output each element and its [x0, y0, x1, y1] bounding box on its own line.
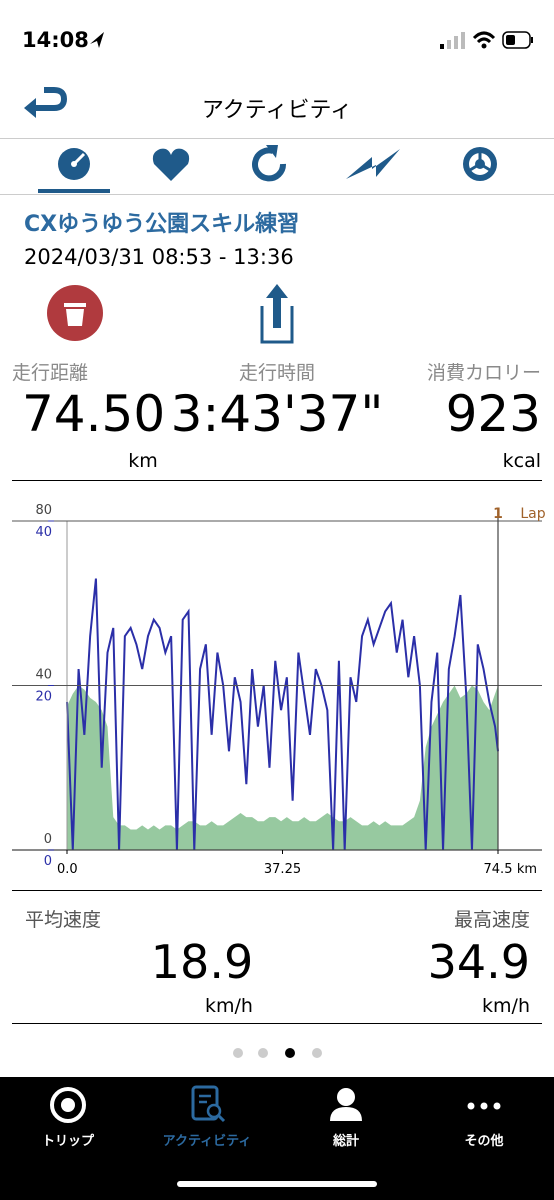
heart-tab[interactable]	[152, 148, 190, 181]
x-tick-label: 74.5	[484, 862, 513, 877]
lap-tab[interactable]	[252, 145, 287, 182]
trip-tab[interactable]	[50, 1087, 86, 1123]
y-tick-label: 80	[35, 503, 52, 518]
summary-value: 34.9	[427, 935, 530, 989]
y-tick-label: 40	[35, 668, 52, 683]
power-tab[interactable]	[346, 149, 400, 179]
lap-number: 1	[493, 506, 503, 522]
page-indicator	[233, 1048, 322, 1058]
stat-value: 3:43'37"	[170, 385, 384, 443]
stat-unit: km	[128, 450, 158, 472]
y2-tick-label: 20	[35, 690, 52, 705]
status-icons	[90, 31, 533, 49]
divider	[0, 194, 554, 195]
summary-label: 最高速度	[453, 909, 530, 931]
divider	[0, 138, 554, 139]
action-buttons	[47, 284, 294, 344]
summary-unit: km/h	[482, 995, 530, 1017]
x-tick-label: 0.0	[57, 862, 78, 877]
summary-unit: km/h	[205, 995, 253, 1017]
chart: 0 40 80 0 20 40 0.0 37.25 74.5 km 1 Lap	[12, 503, 546, 877]
divider	[12, 890, 542, 891]
tab-bar	[0, 1077, 554, 1200]
share-button[interactable]	[260, 284, 294, 344]
tab-label[interactable]: トリップ	[41, 1134, 95, 1149]
more-tab[interactable]	[467, 1102, 501, 1110]
divider	[12, 1023, 542, 1024]
gear-tab[interactable]	[463, 147, 497, 181]
stat-label: 消費カロリー	[426, 362, 541, 384]
total-tab[interactable]	[330, 1088, 362, 1121]
x-tick-label: 37.25	[264, 862, 301, 877]
stat-value: 74.50	[22, 385, 166, 443]
delete-button[interactable]	[47, 285, 103, 341]
back-button[interactable]	[20, 86, 70, 126]
altitude-area	[67, 685, 498, 850]
speed-line	[66, 578, 499, 851]
activity-name: CXゆうゆう公園スキル練習	[24, 212, 300, 237]
summary-label: 平均速度	[25, 909, 102, 931]
divider	[12, 480, 542, 481]
status-time: 14:08	[22, 28, 89, 52]
lap-label: Lap	[520, 506, 545, 522]
stat-label: 走行時間	[238, 362, 316, 384]
stat-unit: kcal	[502, 450, 541, 472]
tab-label[interactable]: 総計	[332, 1134, 360, 1149]
tab-label[interactable]: アクティビティ	[162, 1134, 252, 1149]
x-axis-label: km	[517, 862, 537, 877]
y-tick-label: 0	[44, 832, 52, 847]
stat-value: 923	[445, 385, 541, 443]
speed-tab[interactable]	[58, 148, 90, 180]
tab-label[interactable]: その他	[464, 1134, 504, 1149]
stat-label: 走行距離	[12, 362, 89, 384]
y2-tick-label: 0	[44, 854, 52, 869]
header-title: アクティビティ	[201, 98, 353, 123]
summary-value: 18.9	[150, 935, 254, 989]
activity-period: 2024/03/31 08:53 - 13:36	[24, 245, 294, 269]
icon-tabs	[38, 145, 497, 193]
tab-icons	[50, 1085, 501, 1187]
y2-tick-label: 40	[35, 525, 52, 540]
activity-tab[interactable]	[191, 1085, 226, 1123]
